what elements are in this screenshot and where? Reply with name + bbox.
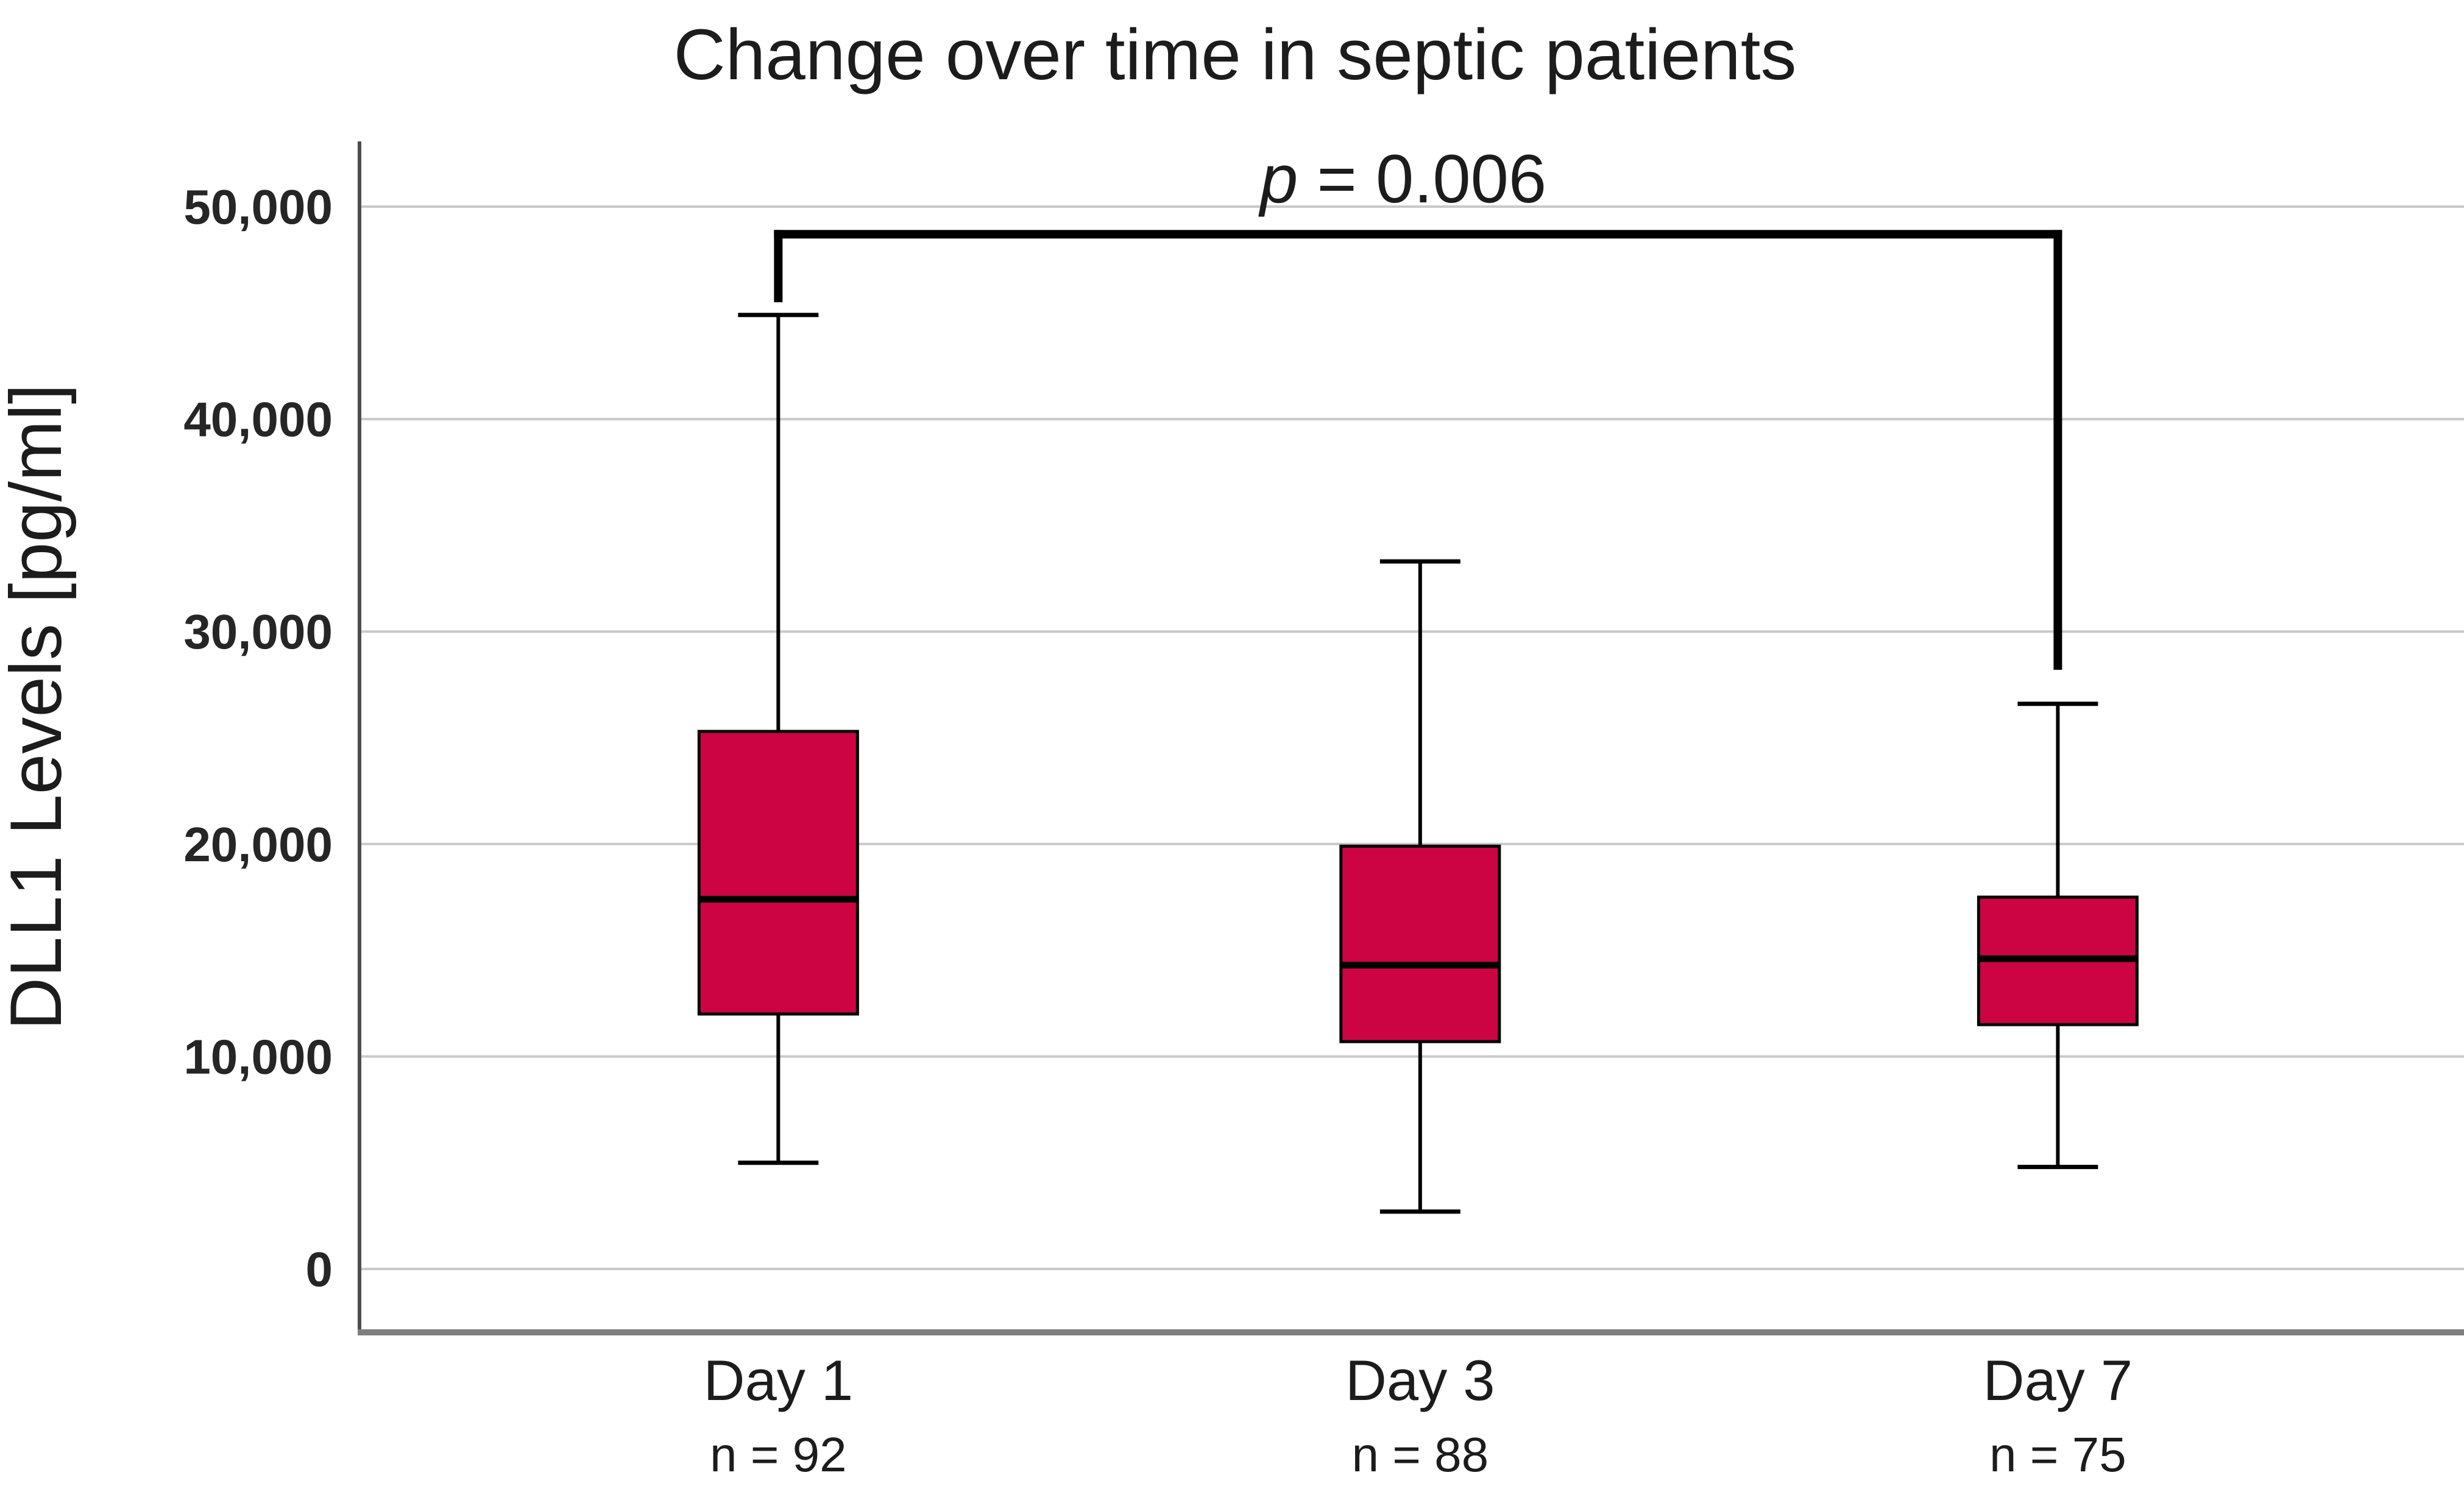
significance-bracket-right-arm [2053, 230, 2062, 670]
significance-bracket-bar [774, 230, 2062, 239]
ytick-label-10000: 10,000 [183, 1029, 333, 1084]
box-day-3 [1339, 844, 1501, 1043]
plot-area: 50,000 40,000 30,000 20,000 10,000 0 Day 1 n = … [183, 141, 2464, 1482]
chart-title: Change over time in septic patients [673, 15, 1796, 95]
xtick-label-day-3: Day 3 [1345, 1348, 1495, 1412]
box-day-1 [697, 730, 859, 1016]
ytick-label-50000: 50,000 [183, 180, 333, 234]
n-label-day-1: n = 92 [710, 1427, 847, 1482]
p-value-number: = 0.006 [1298, 141, 1546, 217]
p-value-label: p = 0.006 [1165, 141, 1603, 217]
ytick-label-40000: 40,000 [183, 393, 333, 447]
xtick-label-day-1: Day 1 [704, 1348, 854, 1412]
ytick-label-30000: 30,000 [183, 605, 333, 659]
n-label-day-7: n = 75 [1989, 1427, 2126, 1482]
xtick-label-day-7: Day 7 [1983, 1348, 2133, 1412]
ytick-label-20000: 20,000 [183, 817, 333, 872]
ytick-label-0: 0 [306, 1242, 333, 1296]
p-value-symbol: p [1258, 141, 1298, 217]
y-axis-title: DLL1 Levels [pg/ml] [0, 384, 77, 1031]
significance-bracket-left-arm [774, 230, 783, 302]
n-label-day-3: n = 88 [1351, 1427, 1489, 1482]
